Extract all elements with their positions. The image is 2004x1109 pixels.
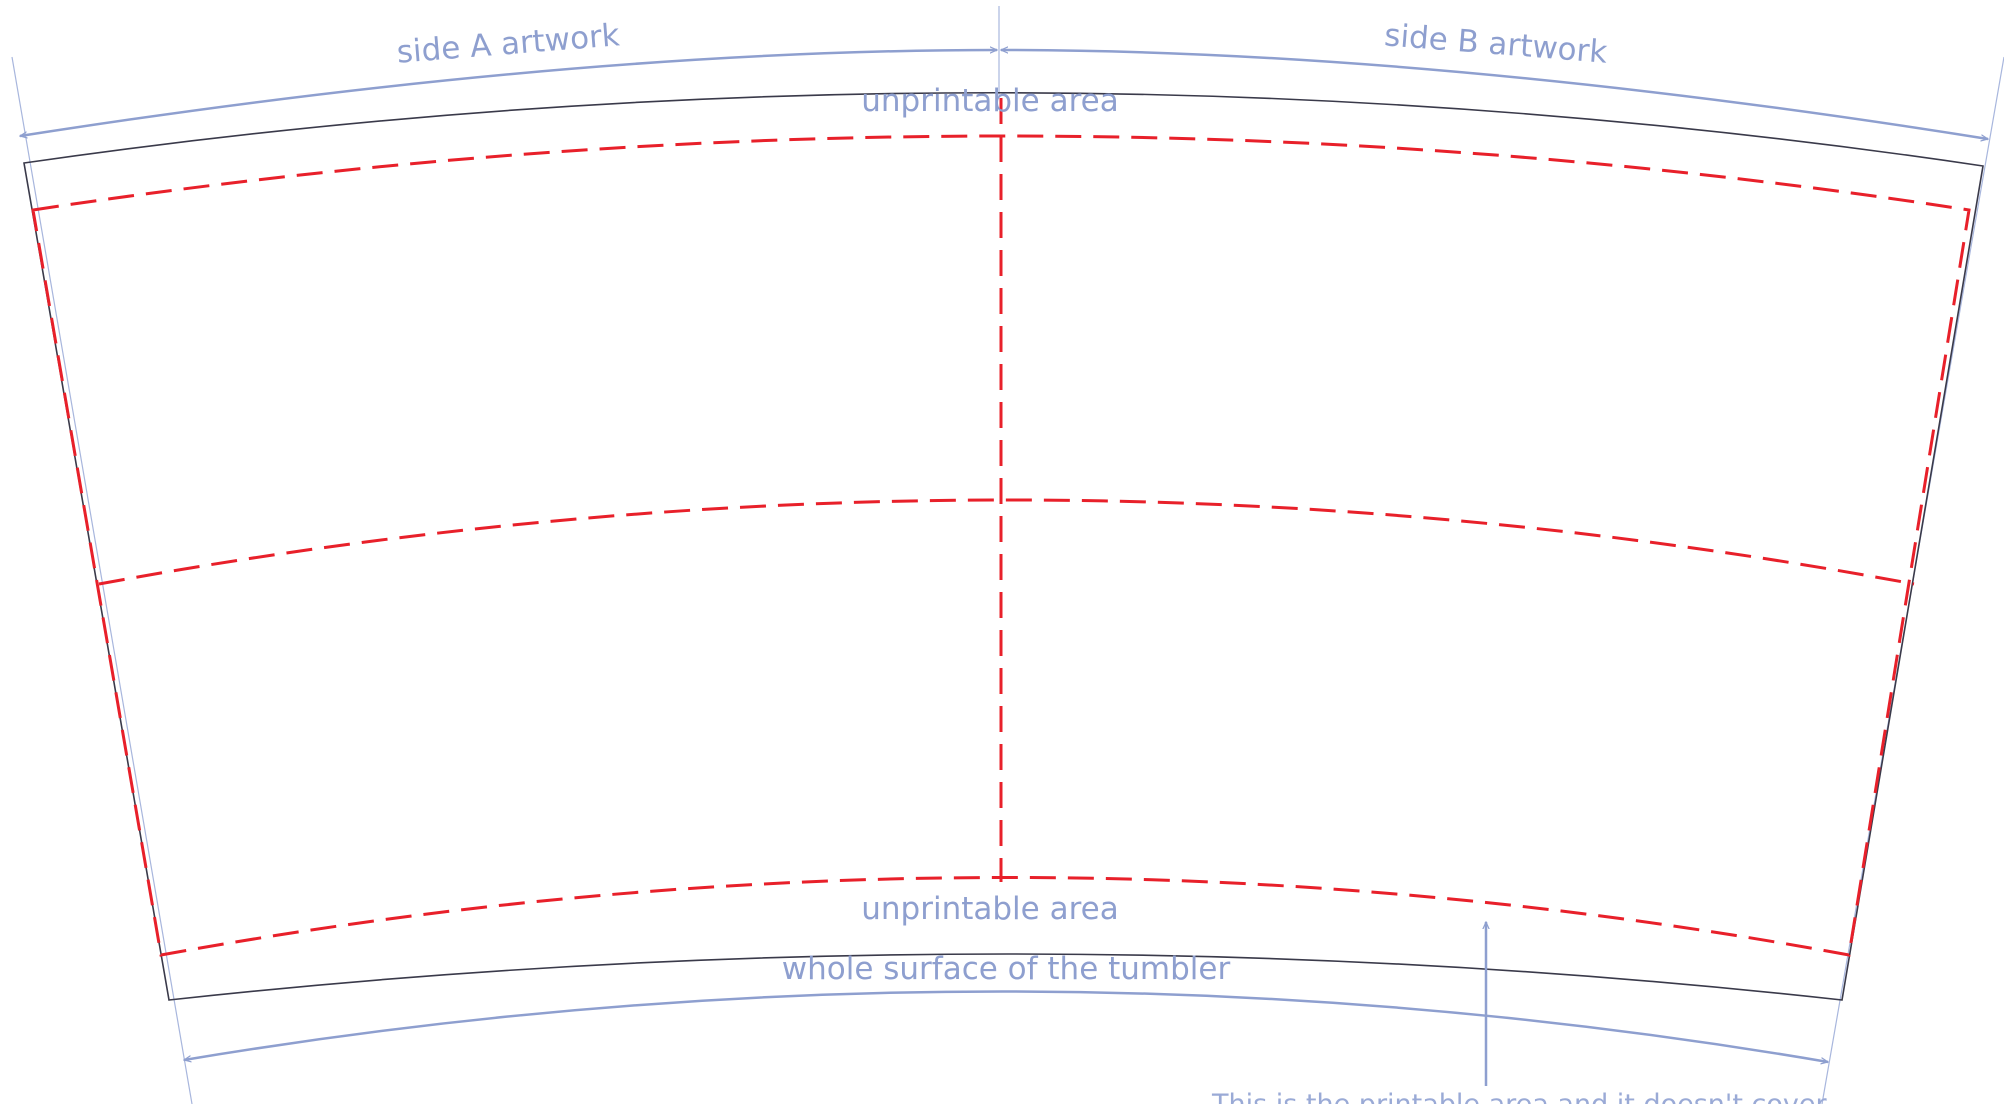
whole-surface-dimension-arrow [184, 990, 1828, 1062]
printable-area-note: This is the printable area and it doesn'… [1211, 1089, 1827, 1104]
side-b-dimension-arrow [1001, 50, 1988, 139]
side-a-label: side A artwork [395, 17, 621, 70]
whole-surface-label: whole surface of the tumbler [782, 951, 1231, 987]
whole-surface-outline [23, 91, 1984, 1001]
side-b-label: side B artwork [1383, 17, 1609, 70]
side-a-dimension-arrow [20, 50, 997, 136]
printable-area-middle-line [98, 498, 1915, 586]
unprintable-top-label: unprintable area [861, 83, 1118, 119]
unprintable-bottom-label: unprintable area [861, 891, 1118, 927]
printable-area-outline [31, 134, 1971, 957]
left-extension-line [11, 56, 193, 1105]
